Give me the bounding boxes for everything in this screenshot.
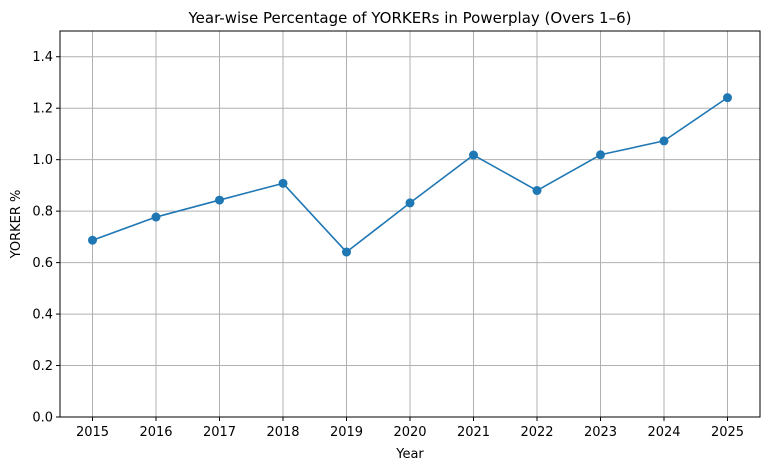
y-tick-label: 1.0 bbox=[32, 153, 53, 168]
x-tick-label: 2020 bbox=[393, 425, 426, 440]
y-tick-label: 0.4 bbox=[32, 308, 53, 323]
data-point bbox=[723, 93, 732, 103]
data-point bbox=[532, 186, 542, 196]
x-tick-label: 2022 bbox=[520, 425, 553, 440]
x-tick-label: 2025 bbox=[711, 425, 744, 440]
data-point bbox=[88, 235, 97, 245]
chart-title: Year-wise Percentage of YORKERs in Power… bbox=[188, 9, 632, 27]
data-point bbox=[469, 150, 478, 160]
y-tick-label: 0.8 bbox=[32, 205, 53, 220]
data-point bbox=[215, 195, 224, 205]
y-tick-label: 0.0 bbox=[32, 411, 53, 426]
x-tick-label: 2021 bbox=[457, 425, 490, 440]
y-tick-label: 1.2 bbox=[32, 102, 53, 117]
x-tick-label: 2024 bbox=[647, 425, 680, 440]
y-tick-label: 1.4 bbox=[32, 50, 53, 65]
data-point bbox=[342, 247, 351, 257]
data-point bbox=[659, 136, 669, 146]
x-tick-label: 2016 bbox=[139, 425, 172, 440]
data-point bbox=[405, 198, 415, 208]
data-point bbox=[151, 212, 161, 222]
x-tick-label: 2017 bbox=[203, 425, 236, 440]
x-tick-label: 2019 bbox=[330, 425, 363, 440]
x-tick-label: 2015 bbox=[76, 425, 109, 440]
y-tick-label: 0.6 bbox=[32, 256, 53, 271]
x-tick-label: 2023 bbox=[584, 425, 617, 440]
y-tick-label: 0.2 bbox=[32, 359, 53, 374]
data-point bbox=[596, 150, 605, 160]
series-layer bbox=[88, 93, 732, 257]
tick-layer: 2015 2016 2017 2018 2019 2020 2021 2022 2023 2024… bbox=[32, 50, 744, 440]
x-axis-label: Year bbox=[395, 447, 424, 462]
x-tick-label: 2018 bbox=[266, 425, 299, 440]
y-axis-label: YORKER % bbox=[9, 190, 24, 260]
data-point bbox=[278, 178, 288, 188]
